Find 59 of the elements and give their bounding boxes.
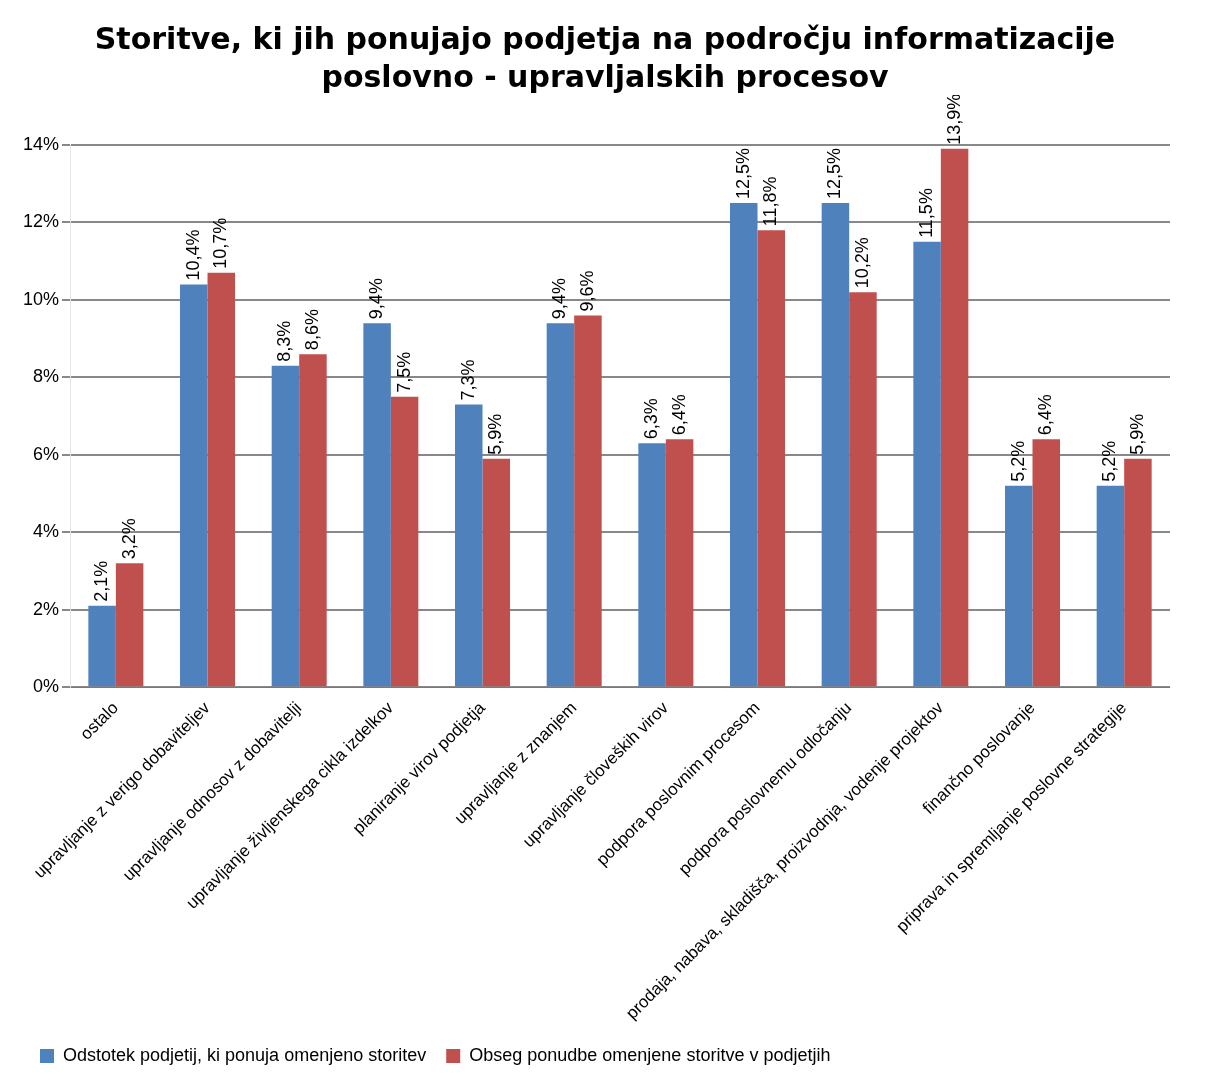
y-tick-label: 6%: [33, 443, 60, 464]
data-label: 11,8%: [760, 176, 781, 227]
data-label: 5,9%: [1126, 413, 1147, 455]
data-label: 6,3%: [641, 398, 662, 440]
data-label: 7,5%: [393, 351, 414, 393]
bar: [1032, 439, 1060, 687]
data-label: 9,4%: [366, 278, 387, 320]
bar: [665, 439, 694, 687]
bar: [821, 203, 850, 687]
y-tick-label: 4%: [33, 521, 60, 542]
bar: [757, 230, 786, 687]
data-label: 12,5%: [732, 148, 753, 200]
data-label: 12,5%: [824, 148, 845, 200]
bar: [574, 315, 602, 687]
data-label: 11,5%: [916, 188, 937, 238]
data-label: 5,9%: [485, 413, 506, 455]
legend-label: Obseg ponudbe omenjene storitve v podjetjih: [469, 1044, 831, 1065]
data-label: 10,4%: [182, 229, 203, 281]
data-label: 6,4%: [1035, 394, 1056, 436]
chart-title: Storitve, ki jih ponujajo podjetja na področju informatizacije poslovno - upravljalskih procesov: [93, 20, 1117, 95]
bar: [207, 272, 236, 687]
bar: [482, 458, 511, 687]
bar: [363, 323, 391, 687]
bar: [638, 443, 666, 687]
data-label: 8,6%: [301, 309, 322, 351]
bar: [1096, 485, 1125, 687]
bar: [299, 354, 327, 687]
data-label: 10,7%: [210, 217, 231, 269]
y-tick-label: 14%: [23, 133, 60, 154]
bar: [1124, 458, 1152, 687]
y-tick-label: 12%: [23, 211, 60, 232]
bar: [1005, 485, 1033, 687]
bar: [546, 323, 575, 687]
data-label: 9,6%: [576, 270, 597, 312]
data-label: 5,2%: [1007, 440, 1028, 482]
bar: [390, 396, 419, 687]
bar: [180, 284, 208, 687]
data-label: 10,2%: [851, 237, 872, 289]
bar: [455, 404, 483, 687]
data-label: 5,2%: [1099, 440, 1120, 482]
y-tick-label: 2%: [33, 598, 60, 619]
data-label: 6,4%: [668, 394, 689, 436]
bar: [730, 203, 758, 687]
bar: [271, 365, 300, 687]
bar: [940, 148, 969, 687]
y-tick-label: 0%: [33, 676, 60, 697]
y-tick-label: 10%: [23, 288, 60, 309]
data-label: 3,2%: [118, 518, 139, 560]
data-label: 2,1%: [91, 560, 112, 602]
bar: [913, 241, 941, 687]
bar: [88, 605, 116, 687]
data-label: 13,9%: [943, 93, 964, 145]
bar: [849, 292, 877, 687]
data-label: 8,3%: [274, 320, 295, 362]
data-label: 9,4%: [549, 278, 570, 320]
bar: [115, 563, 144, 687]
legend-label: Odstotek podjetij, ki ponuja omenjeno storitev: [63, 1044, 427, 1065]
data-label: 7,3%: [457, 359, 478, 401]
y-tick-label: 8%: [33, 366, 60, 387]
